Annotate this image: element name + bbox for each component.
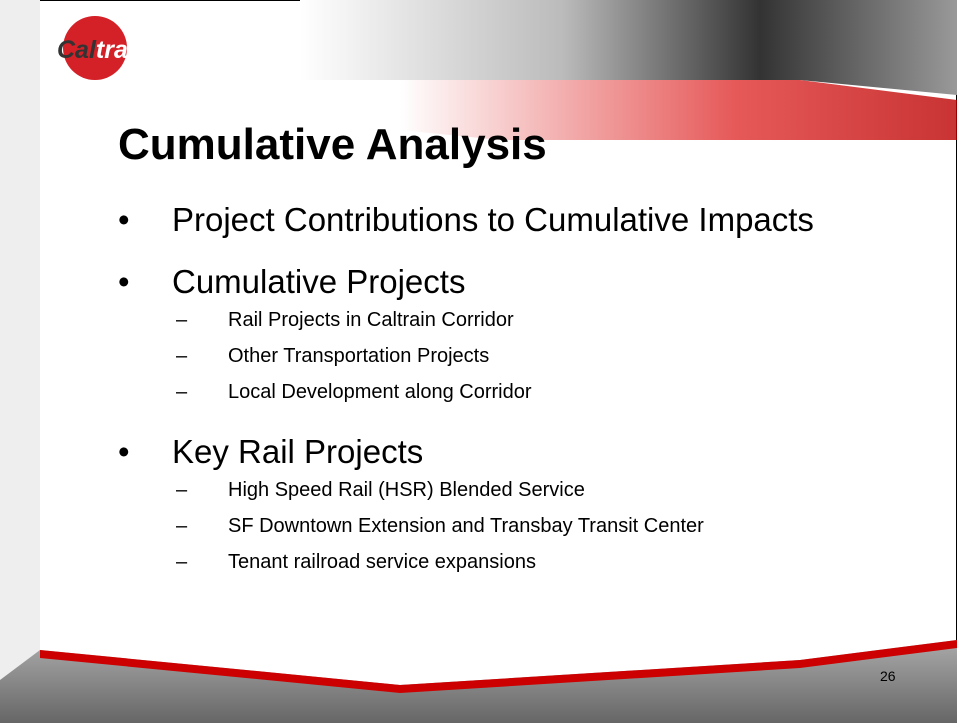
sub-symbol: –: [176, 551, 188, 573]
sub-bullet: – Other Transportation Projects: [118, 338, 938, 374]
sub-text: Local Development along Corridor: [228, 381, 532, 403]
page-number: 26: [880, 668, 896, 684]
sub-symbol: –: [176, 381, 188, 403]
sub-bullet: – Rail Projects in Caltrain Corridor: [118, 302, 938, 338]
sub-bullet: – Local Development along Corridor: [118, 374, 938, 410]
bullet-symbol: •: [118, 263, 130, 300]
sub-bullet: – High Speed Rail (HSR) Blended Service: [118, 472, 938, 508]
sub-bullet: – Tenant railroad service expansions: [118, 544, 938, 580]
sub-text: High Speed Rail (HSR) Blended Service: [228, 479, 585, 501]
sub-text: Rail Projects in Caltrain Corridor: [228, 309, 514, 331]
sub-bullet: – SF Downtown Extension and Transbay Tran…: [118, 508, 938, 544]
bullet-symbol: •: [118, 201, 130, 238]
sub-text: SF Downtown Extension and Transbay Trans…: [228, 515, 704, 537]
bullet: • Cumulative Projects: [118, 262, 938, 302]
bullet-list: • Project Contributions to Cumulative Imp…: [118, 200, 938, 580]
sub-symbol: –: [176, 345, 188, 367]
bullet-text: Key Rail Projects: [172, 433, 424, 470]
title: Cumulative Analysis: [118, 120, 547, 169]
bullet: • Project Contributions to Cumulative Imp…: [118, 200, 938, 240]
logo-text: Caltrain: [57, 36, 135, 64]
sub-symbol: –: [176, 309, 188, 331]
bullet-symbol: •: [118, 433, 130, 470]
sub-text: Tenant railroad service expansions: [228, 551, 536, 573]
logo: Caltrain: [57, 16, 135, 80]
sub-text: Other Transportation Projects: [228, 345, 490, 367]
sub-symbol: –: [176, 515, 188, 537]
sub-symbol: –: [176, 479, 188, 501]
bullet-text: Cumulative Projects: [172, 263, 466, 300]
bullet: • Key Rail Projects: [118, 432, 938, 472]
bullet-text: Project Contributions to Cumulative Impa…: [172, 201, 814, 238]
